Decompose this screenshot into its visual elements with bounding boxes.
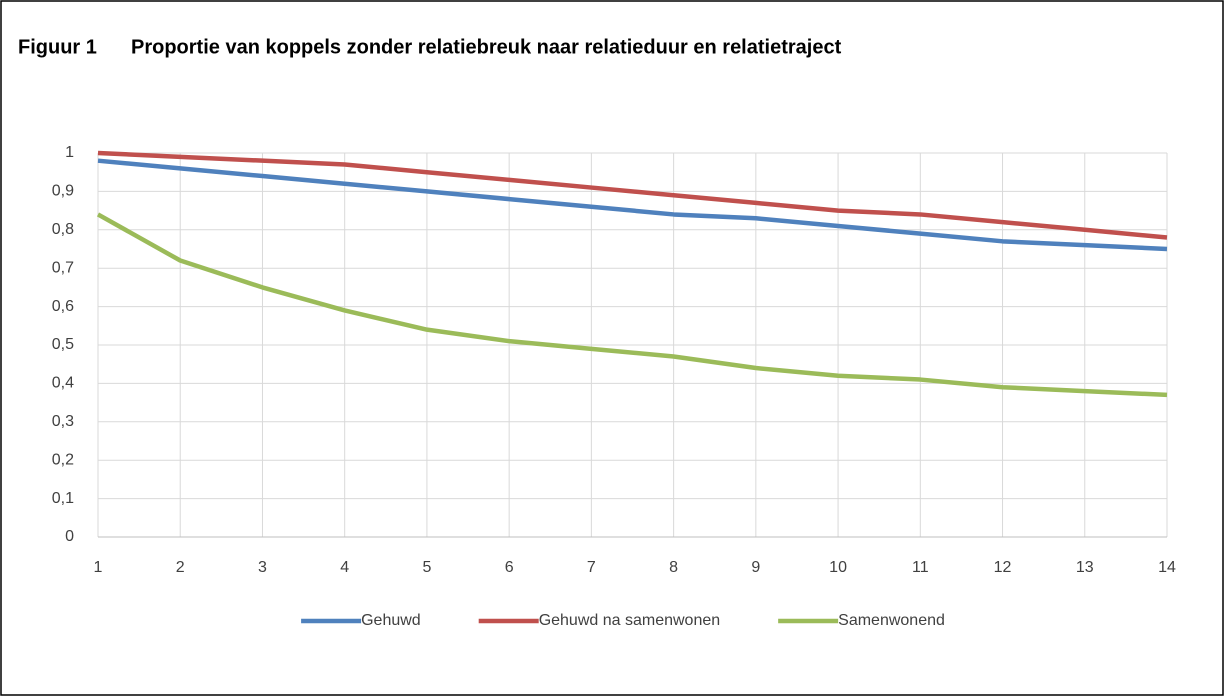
x-tick-label: 5 [422,559,431,576]
x-tick-label: 7 [587,559,596,576]
x-tick-label: 11 [912,559,929,576]
y-tick-label: 0,6 [52,298,74,315]
y-tick-label: 0,7 [52,259,74,276]
y-tick-label: 0,5 [52,336,74,353]
y-tick-label: 0,2 [52,451,74,468]
x-tick-label: 6 [505,559,514,576]
x-tick-label: 14 [1158,559,1176,576]
series-line [97,150,1168,240]
y-tick-label: 0,4 [52,375,74,392]
figure-label: Figuur 1 [18,36,97,58]
x-tick-label: 8 [669,559,678,576]
y-tick-label: 0,3 [52,413,74,430]
series-line [96,212,1168,398]
x-tick-label: 10 [829,559,847,576]
legend-label: Samenwonend [838,612,945,629]
x-tick-label: 13 [1076,559,1094,576]
x-tick-label: 12 [994,559,1012,576]
series-line [97,158,1168,252]
legend-label: Gehuwd na samenwonen [539,612,720,629]
y-tick-label: 0,8 [52,221,74,238]
legend-label: Gehuwd [361,612,421,629]
y-tick-label: 0,9 [52,183,74,200]
chart-title: Proportie van koppels zonder relatiebreu… [131,36,842,58]
x-tick-label: 2 [176,559,185,576]
y-tick-label: 0,1 [52,490,74,507]
x-tick-label: 3 [258,559,267,576]
x-tick-label: 4 [340,559,349,576]
y-tick-label: 0 [65,528,74,545]
y-tick-label: 1 [65,144,74,161]
x-tick-label: 1 [94,559,103,576]
x-tick-label: 9 [751,559,760,576]
